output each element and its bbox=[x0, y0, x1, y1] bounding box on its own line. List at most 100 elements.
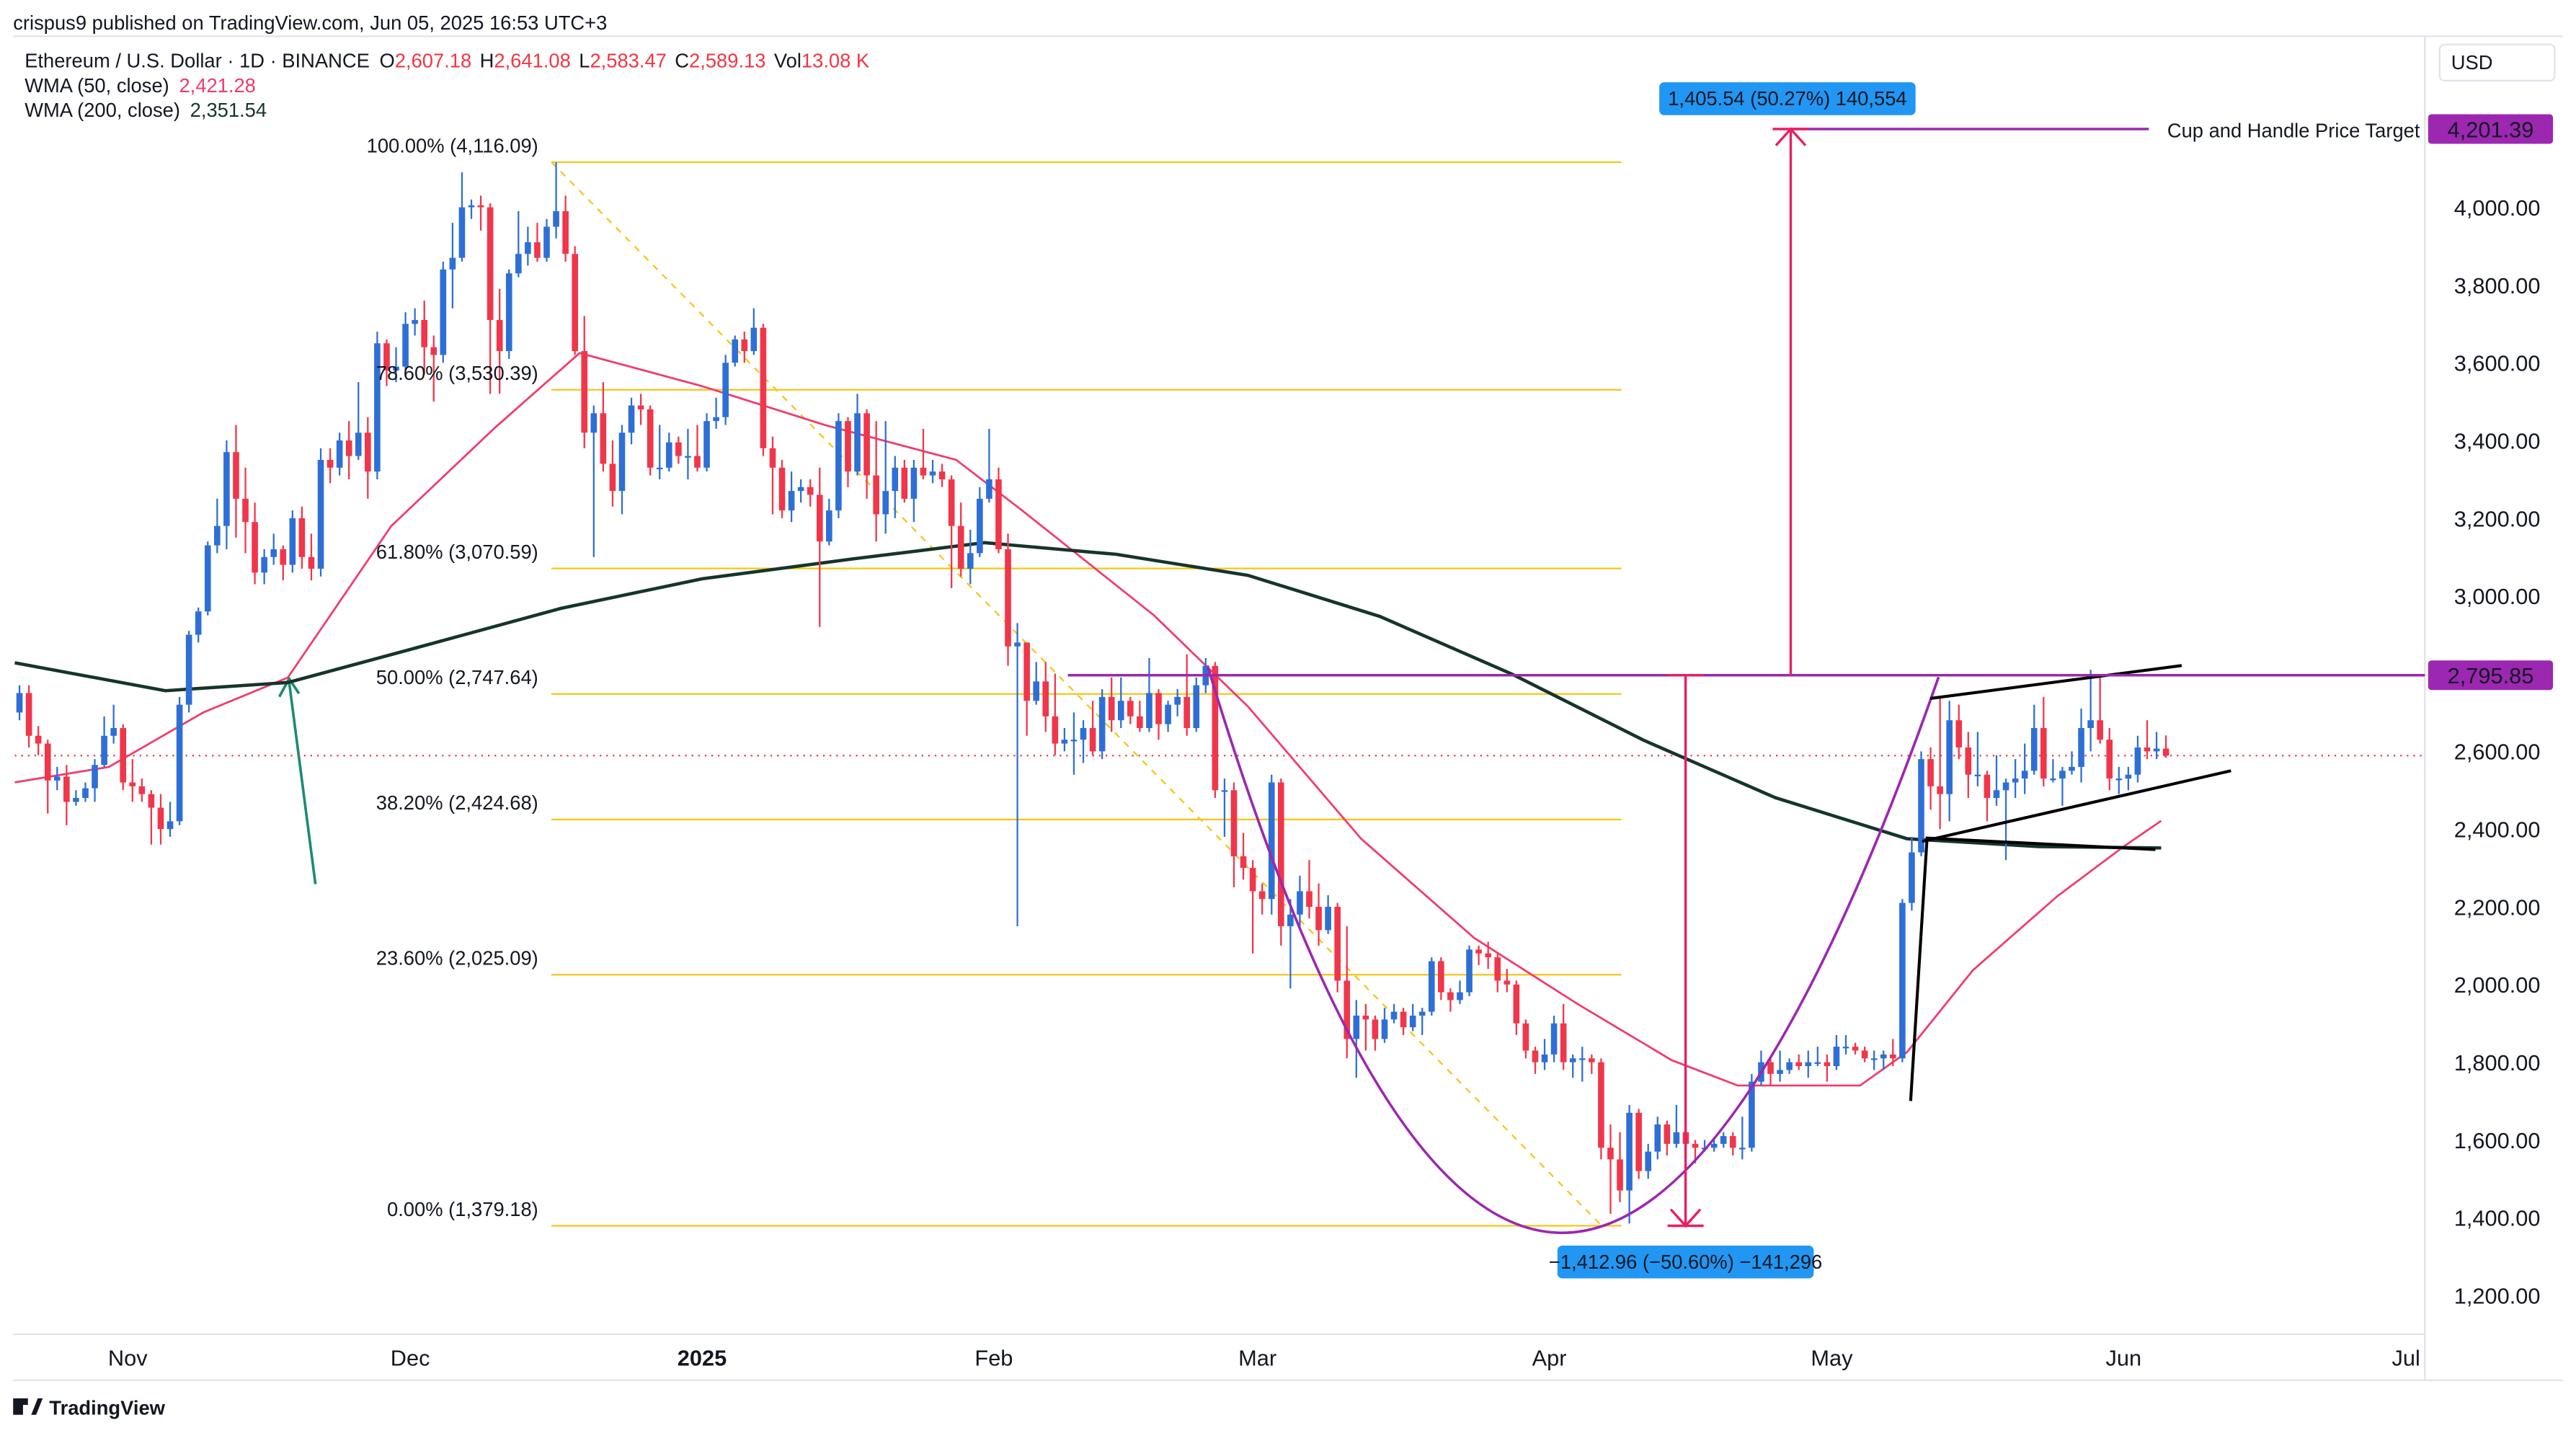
y-tick-label: 2,400.00 bbox=[2454, 817, 2541, 843]
candle-body bbox=[967, 553, 974, 569]
candle-body bbox=[647, 409, 654, 468]
candle-body bbox=[826, 510, 832, 542]
candle-body bbox=[1598, 1062, 1604, 1148]
candle-body bbox=[628, 405, 635, 433]
y-tick-label: 1,800.00 bbox=[2454, 1050, 2541, 1075]
fib-label: 50.00% (2,747.64) bbox=[376, 666, 538, 688]
candle-body bbox=[741, 339, 748, 352]
candle-body bbox=[703, 421, 710, 468]
candle-body bbox=[1993, 790, 2000, 799]
candle-body bbox=[374, 343, 381, 472]
candle-body bbox=[82, 788, 89, 799]
candle-body bbox=[1240, 856, 1247, 869]
candle-body bbox=[383, 343, 390, 371]
candle-body bbox=[289, 518, 296, 565]
candle-body bbox=[1880, 1054, 1887, 1059]
candle-body bbox=[929, 471, 936, 476]
candle-body bbox=[1042, 681, 1049, 716]
candle-body bbox=[1005, 549, 1011, 647]
candle-body bbox=[581, 351, 588, 433]
candle-body bbox=[1052, 716, 1059, 744]
measure-box bbox=[1557, 1245, 1814, 1279]
candle-body bbox=[1504, 980, 1511, 985]
candle-body bbox=[505, 273, 512, 352]
candle-body bbox=[298, 518, 306, 557]
candle-body bbox=[2106, 740, 2113, 779]
x-tick-label: Jun bbox=[2106, 1345, 2142, 1370]
candle-body bbox=[1795, 1062, 1803, 1067]
currency[interactable]: USD bbox=[2451, 51, 2493, 74]
candle-body bbox=[986, 479, 992, 499]
candle-body bbox=[1108, 696, 1115, 721]
candle-body bbox=[515, 254, 522, 274]
candle-body bbox=[882, 491, 889, 515]
candle-body bbox=[101, 735, 107, 766]
candle-body bbox=[458, 207, 466, 258]
candle-body bbox=[1578, 1058, 1586, 1060]
candle-body bbox=[1974, 774, 1981, 776]
candle-body bbox=[1193, 685, 1200, 728]
candle-body bbox=[769, 448, 776, 468]
candle-body bbox=[233, 452, 239, 499]
candle-body bbox=[1306, 891, 1313, 907]
candle-body bbox=[1315, 906, 1322, 931]
candle-body bbox=[166, 821, 174, 830]
candle-body bbox=[1937, 786, 1943, 794]
candle-body bbox=[393, 366, 399, 371]
candle-body bbox=[1127, 701, 1134, 716]
brand: TradingView bbox=[49, 1397, 165, 1419]
ohlc-value: 2,641.08 bbox=[494, 50, 570, 72]
x-tick-label: Jul bbox=[2392, 1345, 2420, 1370]
candle-body bbox=[129, 782, 136, 786]
candle-body bbox=[1447, 992, 1454, 1001]
candle-body bbox=[1560, 1023, 1567, 1062]
candle-body bbox=[1749, 1081, 1755, 1148]
x-tick-label: Mar bbox=[1238, 1345, 1276, 1370]
y-tick-label: 1,400.00 bbox=[2454, 1206, 2541, 1231]
candle-body bbox=[1833, 1047, 1840, 1067]
candle-body bbox=[1645, 1151, 1652, 1171]
candle-body bbox=[854, 413, 861, 472]
candle-body bbox=[1984, 774, 1991, 799]
legend-name: WMA (200, close) bbox=[25, 99, 180, 121]
candle-body bbox=[845, 421, 851, 472]
currency-box[interactable] bbox=[2438, 43, 2556, 82]
candle-body bbox=[1362, 1015, 1369, 1020]
candle-body bbox=[1117, 701, 1124, 721]
legend-entry: WMA (200, close) 2,351.54 bbox=[25, 99, 267, 121]
candle-body bbox=[468, 205, 475, 208]
candle-body bbox=[892, 467, 899, 492]
candle-body bbox=[948, 479, 955, 526]
candle-body bbox=[185, 634, 192, 705]
fib-label: 100.00% (4,116.09) bbox=[367, 134, 538, 156]
candle-body bbox=[1230, 790, 1238, 856]
candle-body bbox=[16, 693, 23, 713]
target-text: Cup and Handle Price Target bbox=[2167, 119, 2420, 141]
candle-body bbox=[1249, 868, 1256, 892]
y-tick-label: 2,200.00 bbox=[2454, 895, 2541, 920]
y-tick-label: 3,400.00 bbox=[2454, 428, 2541, 453]
symbol: Ethereum / U.S. Dollar · 1D · BINANCE bbox=[25, 50, 370, 72]
candle-body bbox=[609, 463, 616, 492]
ohlc-key: Vol bbox=[774, 50, 801, 72]
candle-body bbox=[440, 269, 447, 355]
candle-body bbox=[1212, 665, 1219, 791]
candle-body bbox=[1258, 891, 1266, 900]
candle-body bbox=[807, 487, 814, 495]
candle-body bbox=[1268, 782, 1275, 900]
ohlc-value: 13.08 K bbox=[801, 50, 869, 72]
x-tick-label: Feb bbox=[974, 1345, 1013, 1370]
candle-body bbox=[1390, 1011, 1398, 1020]
candle-body bbox=[1720, 1136, 1727, 1144]
handle-line bbox=[1909, 664, 2231, 1101]
candle-body bbox=[713, 417, 719, 422]
candle-body bbox=[176, 704, 183, 822]
candle-body bbox=[1428, 961, 1435, 1012]
candle-body bbox=[195, 611, 202, 635]
candle-body bbox=[1061, 740, 1068, 744]
candle-body bbox=[1277, 782, 1284, 926]
candle-body bbox=[910, 467, 918, 499]
candle-body bbox=[365, 432, 371, 472]
